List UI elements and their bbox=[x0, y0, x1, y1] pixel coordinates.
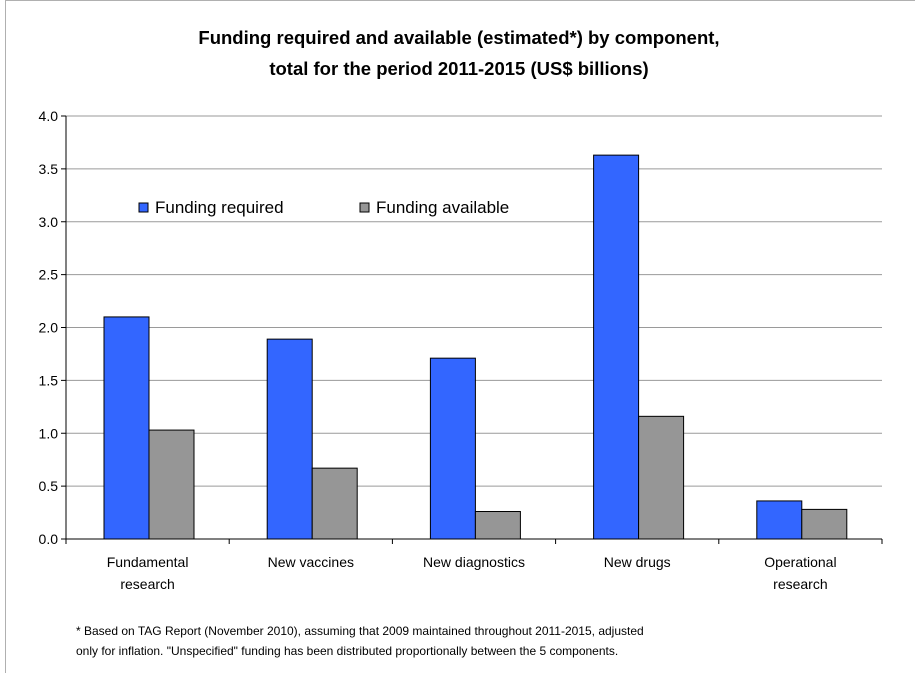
x-tick-label: New diagnostics bbox=[423, 554, 525, 570]
bar-available-4 bbox=[801, 508, 848, 540]
footnote: * Based on TAG Report (November 2010), a… bbox=[76, 621, 866, 661]
footnote-line-2: only for inflation. "Unspecified" fundin… bbox=[76, 644, 619, 658]
bar-required-1 bbox=[266, 338, 313, 540]
bar-available-0 bbox=[148, 429, 195, 540]
y-tick-label: 4.0 bbox=[39, 108, 59, 124]
chart-frame bbox=[5, 0, 915, 673]
x-tick-labels: Fundamental research New vaccines New diagn… bbox=[65, 539, 883, 592]
legend-label-required: Funding required bbox=[155, 198, 284, 217]
bar-required-4 bbox=[756, 500, 803, 540]
chart-title: Funding required and available (estimate… bbox=[0, 22, 918, 84]
x-tick-label: research bbox=[120, 576, 174, 592]
y-tick-label: 0.0 bbox=[39, 531, 59, 547]
x-tick-label: New vaccines bbox=[268, 554, 354, 570]
x-tick-label: Operational bbox=[764, 554, 836, 570]
legend: Funding required Funding available bbox=[138, 198, 509, 217]
y-tick-label: 3.0 bbox=[39, 214, 59, 230]
y-tick-label: 1.0 bbox=[39, 425, 59, 441]
x-tick-label: New drugs bbox=[604, 554, 671, 570]
footnote-line-1: * Based on TAG Report (November 2010), a… bbox=[76, 624, 644, 638]
legend-label-available: Funding available bbox=[376, 198, 509, 217]
y-tick-label: 1.5 bbox=[39, 372, 59, 388]
y-tick-label: 2.0 bbox=[39, 320, 59, 336]
bar-available-3 bbox=[638, 415, 685, 540]
bar-available-2 bbox=[474, 511, 521, 540]
chart-title-line-1: Funding required and available (estimate… bbox=[198, 27, 720, 48]
bar-required-3 bbox=[593, 154, 640, 540]
y-tick-label: 3.5 bbox=[39, 161, 59, 177]
chart-title-line-2: total for the period 2011-2015 (US$ bill… bbox=[269, 58, 649, 79]
bar-required-0 bbox=[103, 316, 150, 540]
y-tick-label: 2.5 bbox=[39, 267, 59, 283]
y-tick-labels: 0.0 0.5 1.0 1.5 2.0 2.5 3.0 3.5 4.0 bbox=[39, 108, 66, 547]
bar-available-1 bbox=[311, 467, 358, 540]
legend-swatch-required bbox=[138, 202, 149, 213]
x-tick-label: Fundamental bbox=[107, 554, 189, 570]
bars bbox=[103, 154, 848, 540]
x-tick-label: research bbox=[773, 576, 827, 592]
y-tick-label: 0.5 bbox=[39, 478, 59, 494]
bar-chart: 0.0 0.5 1.0 1.5 2.0 2.5 3.0 3.5 4.0 Fundamental r… bbox=[39, 108, 883, 592]
bar-required-2 bbox=[429, 357, 476, 540]
legend-swatch-available bbox=[359, 202, 370, 213]
